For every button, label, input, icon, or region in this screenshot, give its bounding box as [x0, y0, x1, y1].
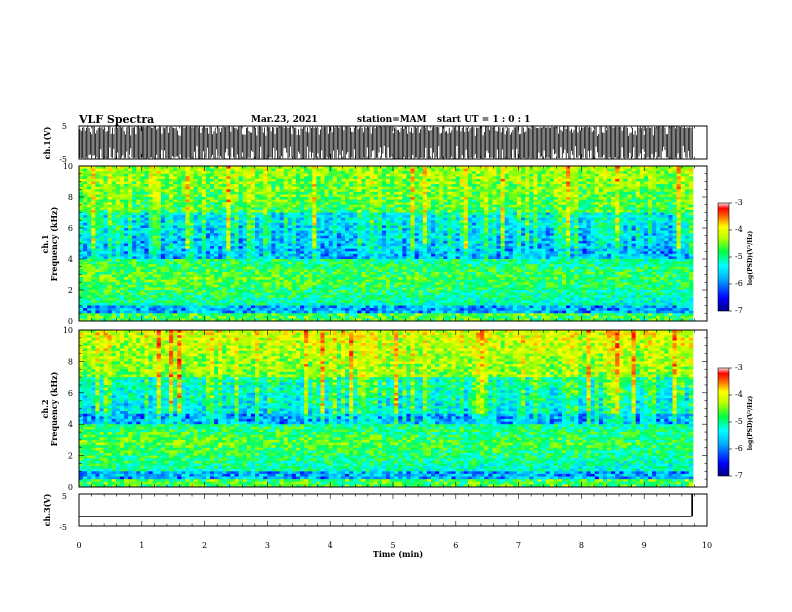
ch2-spec-ylabel-freq: Frequency (kHz)	[49, 371, 59, 446]
ch1-spec-ytick-6: 6	[68, 224, 73, 233]
ch3-waveform-ylabel: ch.3(V)	[42, 493, 52, 526]
ch2-spec-ytick-0: 0	[68, 483, 73, 492]
ch2-spec-ytick-4: 4	[68, 420, 73, 429]
ch3-waveform-trace	[79, 494, 693, 517]
ch2-spec-ytick-2: 2	[68, 452, 73, 461]
ch1-spec-ytick-10: 10	[63, 162, 73, 171]
x-tick-label-6: 6	[453, 541, 458, 550]
x-tick-label-3: 3	[265, 541, 270, 550]
x-tick-label-9: 9	[642, 541, 647, 550]
ch3-trace-step	[691, 494, 693, 517]
x-tick-label-10: 10	[702, 541, 712, 550]
ch2-colorbar-tick--4: -4	[735, 390, 743, 399]
start-time-label: start UT = 1 : 0 : 1	[437, 115, 531, 125]
ch2-spec-ylabel-channel: ch.2	[40, 399, 50, 418]
x-tick-label-2: 2	[202, 541, 207, 550]
x-axis-label: Time (min)	[373, 549, 423, 559]
ch1-colorbar-tick--5: -5	[735, 252, 743, 261]
ch1-colorbar-tick--6: -6	[735, 279, 743, 288]
ch2-spec-ytick-8: 8	[68, 357, 73, 366]
ch1-colorbar-tick--3: -3	[735, 198, 743, 207]
x-tick-label-4: 4	[328, 541, 333, 550]
ch1-spectrogram-image	[79, 166, 694, 322]
ch2-colorbar-tick--5: -5	[735, 417, 743, 426]
x-tick-label-1: 1	[139, 541, 144, 550]
ch2-colorbar-tick--6: -6	[735, 444, 743, 453]
recording-date: Mar.23, 2021	[251, 115, 318, 125]
x-tick-label-7: 7	[516, 541, 521, 550]
x-tick-label-0: 0	[76, 541, 81, 550]
ch1-spec-ytick-0: 0	[68, 317, 73, 326]
ch1-colorbar	[717, 202, 730, 312]
ch1-colorbar-tick--4: -4	[735, 225, 743, 234]
ch1-spec-ytick-4: 4	[68, 255, 73, 264]
x-tick-labels: 0 1 2 3 4 5 6 7 8 9 10	[76, 541, 712, 550]
ch3-ytick-neg5: -5	[59, 523, 67, 532]
x-tick-label-5: 5	[390, 541, 395, 550]
ch1-waveform-trace	[79, 126, 693, 159]
ch1-ytick-neg5: -5	[59, 155, 67, 164]
ch1-colorbar-label: log(PSD)(V²/Hz)	[747, 231, 754, 286]
station-label: station=MAM	[357, 115, 427, 125]
ch1-spec-ytick-2: 2	[68, 286, 73, 295]
ch1-waveform-ylabel: ch.1(V)	[42, 126, 52, 159]
chart-title: VLF Spectra	[79, 113, 155, 126]
ch1-ytick-5: 5	[62, 122, 67, 131]
ch3-ytick-5: 5	[62, 492, 67, 501]
ch1-spec-ytick-8: 8	[68, 193, 73, 202]
ch2-colorbar	[717, 367, 730, 477]
ch1-waveform-panel: 5 -5 ch.1(V)	[42, 122, 708, 164]
ch2-spectrogram-image	[79, 330, 694, 488]
ch2-colorbar-label: log(PSD)(V²/Hz)	[747, 396, 754, 451]
x-tick-label-8: 8	[579, 541, 584, 550]
ch2-colorbar-tick--7: -7	[735, 471, 743, 480]
ch2-spec-ytick-6: 6	[68, 389, 73, 398]
ch1-colorbar-tick--7: -7	[735, 306, 743, 315]
ch1-spec-ylabel-freq: Frequency (kHz)	[49, 206, 59, 281]
ch2-spec-ytick-10: 10	[63, 326, 73, 335]
time-ticks	[78, 126, 708, 526]
ch1-spec-ylabel-channel: ch.1	[40, 234, 50, 253]
ch2-colorbar-tick--3: -3	[735, 363, 743, 372]
